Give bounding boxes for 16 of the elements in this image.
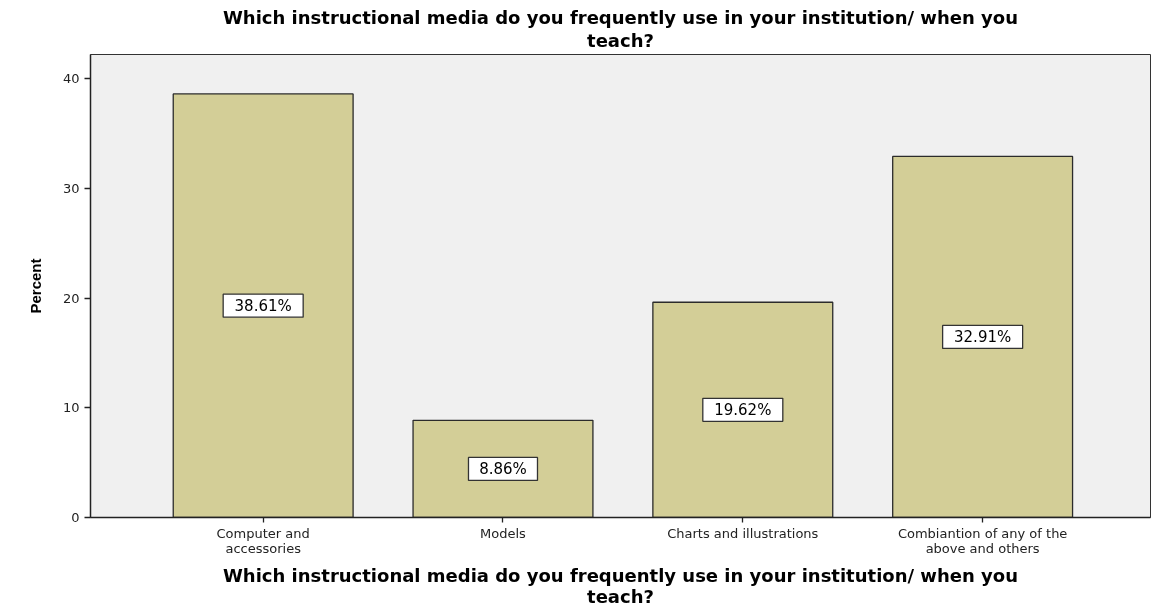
x-tick-label: Models xyxy=(480,525,527,541)
data-label: 19.62% xyxy=(714,400,772,419)
x-axis-title: Which instructional media do you frequently use in your institution/ when you teach? xyxy=(223,564,1018,607)
x-tick-label: Charts and illustrations xyxy=(667,525,819,541)
y-tick-label: 0 xyxy=(71,510,80,525)
chart-title: Which instructional media do you frequently use in your institution/ when you teach? xyxy=(223,7,1018,51)
x-tick-label: Combiantion of any of the above and others xyxy=(897,525,1068,556)
y-tick-label: 40 xyxy=(62,71,80,87)
data-label: 38.61% xyxy=(234,296,292,315)
data-label: 8.86% xyxy=(479,459,527,478)
y-tick-label: 30 xyxy=(62,180,80,196)
data-label: 32.91% xyxy=(954,327,1012,346)
x-tick-label: Computer and accessories xyxy=(216,525,310,556)
y-axis-title: Percent xyxy=(26,258,44,314)
y-tick-label: 20 xyxy=(62,290,80,306)
y-tick-label: 10 xyxy=(62,400,80,416)
